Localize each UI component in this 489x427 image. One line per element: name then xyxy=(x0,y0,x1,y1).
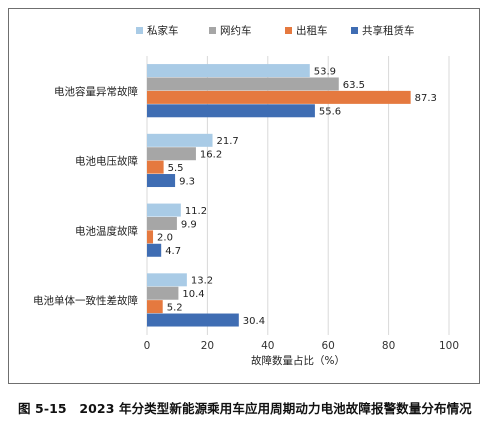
chart: 53.9 63.5 87.3 55.6 21.7 16.2 5.5 9.3 11.2 9.9 2.0… xyxy=(33,24,459,367)
value-label: 4.7 xyxy=(165,246,181,257)
bar-item-1-2 xyxy=(147,216,177,230)
legend-label: 网约车 xyxy=(220,24,252,37)
value-label: 2.0 xyxy=(157,233,173,244)
value-label: 16.2 xyxy=(200,150,222,161)
bars xyxy=(147,64,411,327)
x-tick-label: 40 xyxy=(261,340,274,352)
category-label: 电池温度故障 xyxy=(75,224,138,237)
bar-item-0-2 xyxy=(147,203,181,217)
legend-swatch xyxy=(351,27,358,34)
x-tick-label: 60 xyxy=(322,340,335,352)
value-label: 63.5 xyxy=(343,80,365,91)
bar-item-3-1 xyxy=(147,174,176,188)
legend-swatch xyxy=(285,27,292,34)
bar-item-0-3 xyxy=(147,273,187,287)
value-label: 21.7 xyxy=(217,136,239,147)
legend-swatch xyxy=(209,27,216,34)
bar-item-0-0 xyxy=(147,64,310,78)
bar-item-3-2 xyxy=(147,243,162,257)
bar-item-0-1 xyxy=(147,133,213,147)
bar-item-1-1 xyxy=(147,147,196,161)
bar-item-2-1 xyxy=(147,160,164,174)
bar-item-2-3 xyxy=(147,300,163,314)
legend-swatch xyxy=(136,27,143,34)
value-label: 55.6 xyxy=(319,107,341,118)
x-tick-label: 0 xyxy=(144,340,151,352)
value-label: 5.2 xyxy=(167,302,183,313)
value-label: 9.9 xyxy=(181,219,197,230)
category-label: 电池单体一致性差故障 xyxy=(33,294,138,307)
bar-item-2-0 xyxy=(147,90,411,104)
legend-label: 出租车 xyxy=(296,24,328,37)
x-axis-title: 故障数量占比（%） xyxy=(251,354,345,367)
bar-item-3-0 xyxy=(147,104,315,118)
bar-item-3-3 xyxy=(147,313,239,327)
category-label: 电池电压故障 xyxy=(75,155,138,168)
value-label: 9.3 xyxy=(179,176,195,187)
legend-label: 共享租赁车 xyxy=(362,24,415,37)
x-tick-label: 100 xyxy=(439,340,459,352)
legend-label: 私家车 xyxy=(147,24,179,37)
category-label: 电池容量异常故障 xyxy=(54,85,138,98)
value-labels: 53.9 63.5 87.3 55.6 21.7 16.2 5.5 9.3 11.2 9.9 2.0… xyxy=(157,66,437,326)
value-label: 13.2 xyxy=(191,276,213,287)
x-tick-label: 80 xyxy=(382,340,395,352)
x-axis-ticks: 0 20 40 60 80 100 xyxy=(144,340,459,352)
value-label: 10.4 xyxy=(182,289,204,300)
figure-caption: 图 5-15 2023 年分类型新能源乘用车应用周期动力电池故障报警数量分布情况 xyxy=(18,401,472,416)
bar-item-1-3 xyxy=(147,286,179,300)
bar-item-2-2 xyxy=(147,230,154,244)
value-label: 87.3 xyxy=(415,93,437,104)
value-label: 30.4 xyxy=(243,316,265,327)
value-label: 11.2 xyxy=(185,206,207,217)
value-label: 53.9 xyxy=(314,66,336,77)
x-tick-label: 20 xyxy=(201,340,214,352)
bar-item-1-0 xyxy=(147,77,339,91)
legend: 私家车 网约车 出租车 共享租赁车 xyxy=(136,24,415,37)
value-label: 5.5 xyxy=(168,163,184,174)
